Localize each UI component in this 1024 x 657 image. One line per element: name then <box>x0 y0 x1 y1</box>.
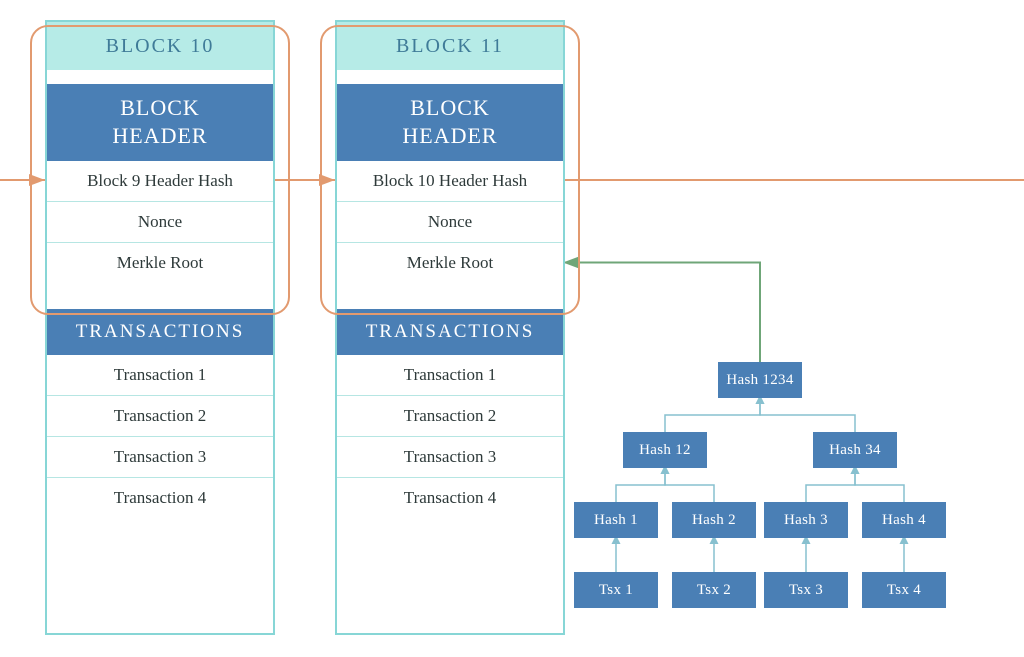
transaction-row: Transaction 1 <box>337 355 563 395</box>
header-cell-merkle: Merkle Root <box>47 242 273 283</box>
block-title: BLOCK 11 <box>337 22 563 70</box>
transaction-row: Transaction 2 <box>337 395 563 436</box>
transaction-row: Transaction 3 <box>337 436 563 477</box>
spacer <box>337 70 563 84</box>
block-header-line2: HEADER <box>51 122 269 150</box>
block-title: BLOCK 10 <box>47 22 273 70</box>
block-header-band: BLOCK HEADER <box>47 84 273 161</box>
transactions-band: TRANSACTIONS <box>47 309 273 355</box>
transactions-band: TRANSACTIONS <box>337 309 563 355</box>
merkle-node-root: Hash 1234 <box>718 362 802 398</box>
transaction-row: Transaction 4 <box>47 477 273 518</box>
block-header-band: BLOCK HEADER <box>337 84 563 161</box>
merkle-node: Hash 2 <box>672 502 756 538</box>
block-title-text: BLOCK 11 <box>396 35 504 58</box>
merkle-node: Hash 3 <box>764 502 848 538</box>
transaction-row: Transaction 1 <box>47 355 273 395</box>
block-header-line1: BLOCK <box>51 94 269 122</box>
merkle-leaf: Tsx 4 <box>862 572 946 608</box>
merkle-node: Hash 1 <box>574 502 658 538</box>
merkle-node: Hash 4 <box>862 502 946 538</box>
merkle-leaf: Tsx 1 <box>574 572 658 608</box>
transaction-row: Transaction 3 <box>47 436 273 477</box>
block-card-11: BLOCK 11 BLOCK HEADER Block 10 Header Ha… <box>335 20 565 635</box>
spacer <box>47 70 273 84</box>
block-header-line2: HEADER <box>341 122 559 150</box>
header-cell-nonce: Nonce <box>337 201 563 242</box>
transaction-row: Transaction 4 <box>337 477 563 518</box>
block-title-text: BLOCK 10 <box>106 35 215 58</box>
merkle-leaf: Tsx 2 <box>672 572 756 608</box>
header-cell-prev-hash: Block 9 Header Hash <box>47 161 273 201</box>
header-cell-prev-hash: Block 10 Header Hash <box>337 161 563 201</box>
merkle-node: Hash 12 <box>623 432 707 468</box>
header-cell-nonce: Nonce <box>47 201 273 242</box>
block-card-10: BLOCK 10 BLOCK HEADER Block 9 Header Has… <box>45 20 275 635</box>
header-cell-merkle: Merkle Root <box>337 242 563 283</box>
merkle-node: Hash 34 <box>813 432 897 468</box>
merkle-leaf: Tsx 3 <box>764 572 848 608</box>
diagram-stage: { "canvas": { "width": 1024, "height": 6… <box>0 0 1024 657</box>
spacer <box>47 283 273 309</box>
transaction-row: Transaction 2 <box>47 395 273 436</box>
block-header-line1: BLOCK <box>341 94 559 122</box>
spacer <box>337 283 563 309</box>
